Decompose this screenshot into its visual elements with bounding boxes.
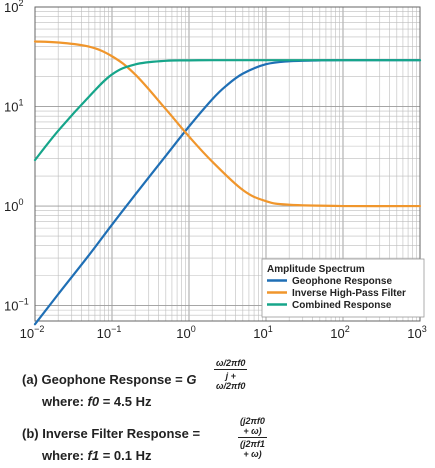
x-tick-label-1: 10−1 [97,324,122,341]
x-tick-label-3-base: 10 [253,326,267,341]
legend-title: Amplitude Spectrum [267,264,365,275]
series-layer [33,40,422,326]
series-line-2 [33,59,422,162]
y-tick-label-1: 100 [4,197,23,214]
formula-b-value: = 0.1 Hz [99,448,152,463]
formula-a: (a) Geophone Response = G [22,372,196,387]
y-tick-label-0-base: 10 [4,299,18,314]
series-line-1 [33,40,422,208]
formula-a-where: where: f0 = 4.5 Hz [42,394,151,409]
formula-b-where-label: where: [42,448,88,463]
formula-b-numerator: (j2πf0 + ω) [240,416,265,436]
formula-a-label: (a) Geophone Response = [22,372,187,387]
formula-b-fraction-bar [238,437,267,438]
formula-b-where: where: f1 = 0.1 Hz [42,448,151,463]
y-tick-label-2-base: 10 [4,100,18,115]
legend-box [261,258,425,318]
formula-b-var: f1 [87,448,100,463]
y-tick-label-2: 101 [4,98,23,115]
x-tick-label-2-base: 10 [176,326,190,341]
formula-a-value: = 4.5 Hz [99,394,152,409]
x-tick-label-1-exp: −1 [111,324,121,334]
legend-label-0: Geophone Response [292,276,392,287]
x-tick-label-4-base: 10 [330,326,344,341]
y-tick-label-0: 10−1 [4,297,29,314]
formula-a-denominator: j + ω/2πf0 [216,371,246,391]
y-tick-label-3-base: 10 [4,0,18,15]
formula-a-fraction-bar [214,369,248,370]
x-tick-label-4: 102 [330,324,349,341]
formula-a-var: f0 [87,394,100,409]
y-tick-label-3-exp: 2 [18,0,23,8]
legend-label-2: Combined Response [292,300,392,311]
x-tick-label-0: 10−2 [20,324,45,341]
y-tick-label-1-exp: 0 [18,197,23,207]
x-tick-label-5-exp: 3 [422,324,427,334]
formula-b: (b) Inverse Filter Response = [22,426,200,441]
x-tick-label-1-base: 10 [97,326,111,341]
formula-a-numerator: ω/2πf0 [216,358,246,368]
x-tick-label-3-exp: 1 [268,324,273,334]
legend: Amplitude Spectrum Geophone ResponseInve… [261,258,425,318]
x-tick-label-0-base: 10 [20,326,34,341]
plot-frame [34,6,421,322]
formula-a-fraction: ω/2πf0 j + ω/2πf0 [214,358,248,391]
y-tick-label-0-exp: −1 [18,297,28,307]
x-tick-label-5: 103 [407,324,426,341]
x-tick-label-3: 101 [253,324,272,341]
x-tick-label-2-exp: 0 [191,324,196,334]
x-tick-labels: 10−2 10−1 100 101 102 103 [20,324,427,341]
y-tick-label-3: 102 [4,0,23,15]
formula-a-gain: G [186,372,197,387]
x-tick-label-5-base: 10 [407,326,421,341]
formula-b-denominator: (j2πf1 + ω) [240,439,265,459]
formula-b-fraction: (j2πf0 + ω) (j2πf1 + ω) [238,416,267,459]
x-tick-label-0-exp: −2 [34,324,44,334]
x-tick-label-4-exp: 2 [345,324,350,334]
legend-label-1: Inverse High-Pass Filter [292,288,406,299]
y-tick-label-2-exp: 1 [18,98,23,108]
formula-b-label: (b) Inverse Filter Response = [22,426,201,441]
formula-a-where-label: where: [42,394,88,409]
y-tick-label-1-base: 10 [4,199,18,214]
x-tick-label-2: 100 [176,324,195,341]
